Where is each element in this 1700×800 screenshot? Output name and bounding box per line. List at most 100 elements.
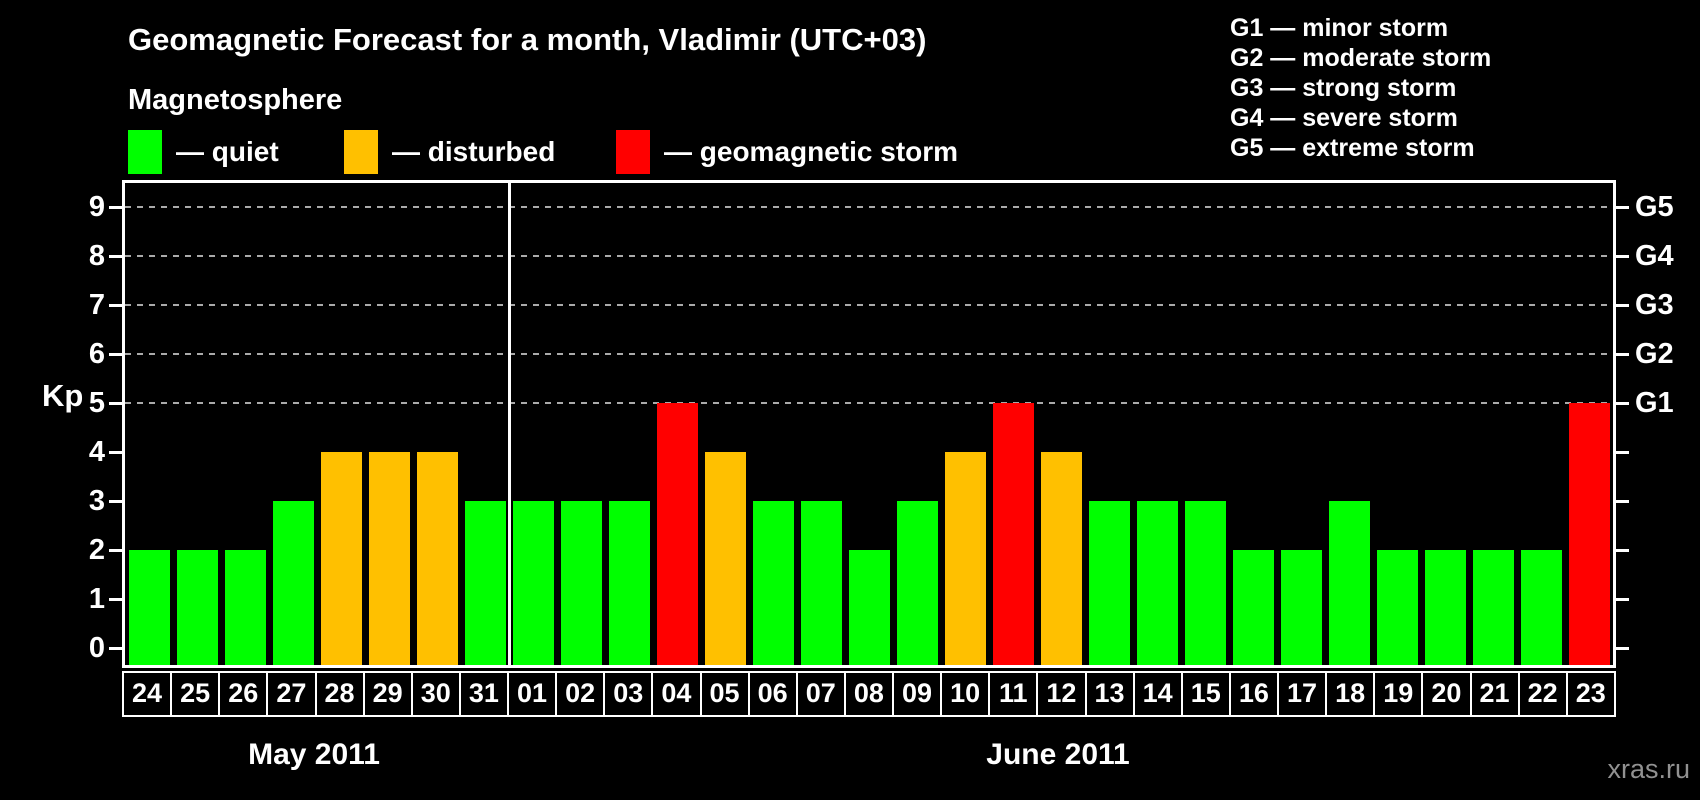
kp-bar <box>1088 501 1130 665</box>
kp-tick-left <box>109 597 122 601</box>
kp-bar <box>800 501 842 665</box>
g-scale-label-g2: G2 <box>1635 338 1674 370</box>
legend-item-disturbed: — disturbed <box>344 130 555 174</box>
g-scale-label-g3: G3 <box>1635 289 1674 321</box>
date-cell: 29 <box>362 671 413 717</box>
kp-bar <box>1424 550 1466 665</box>
kp-bar <box>896 501 938 665</box>
kp-tick-label: 4 <box>88 436 105 468</box>
date-cell: 20 <box>1421 671 1472 717</box>
kp-bar <box>128 550 170 665</box>
date-cell: 17 <box>1277 671 1328 717</box>
date-cell: 31 <box>458 671 509 717</box>
date-cell: 16 <box>1228 671 1279 717</box>
kp-bar <box>176 550 218 665</box>
kp-gridline-g3 <box>125 304 1613 306</box>
kp-tick-label: 9 <box>88 191 105 223</box>
date-cell: 06 <box>747 671 798 717</box>
date-cell: 28 <box>314 671 365 717</box>
date-cell: 12 <box>1036 671 1087 717</box>
kp-bar <box>1040 452 1082 665</box>
date-cell: 24 <box>122 671 173 717</box>
storm-scale-legend: G1 — minor storm G2 — moderate storm G3 — … <box>1230 13 1491 163</box>
date-cell: 14 <box>1132 671 1183 717</box>
kp-tick-label: 2 <box>88 534 105 566</box>
date-cell: 23 <box>1565 671 1616 717</box>
g-scale-label-g4: G4 <box>1635 240 1674 272</box>
kp-tick-left <box>109 205 122 209</box>
legend-heading: Magnetosphere <box>128 84 343 116</box>
kp-gridline-g5 <box>125 206 1613 208</box>
kp-bar <box>512 501 554 665</box>
kp-bar <box>1520 550 1562 665</box>
kp-bar <box>1568 403 1610 665</box>
date-cell: 03 <box>603 671 654 717</box>
kp-bar <box>416 452 458 665</box>
kp-tick-right <box>1616 401 1629 405</box>
date-cell: 30 <box>410 671 461 717</box>
kp-bar <box>752 501 794 665</box>
kp-bar <box>608 501 650 665</box>
date-cell: 22 <box>1517 671 1568 717</box>
kp-tick-right <box>1616 303 1629 307</box>
kp-gridline-g2 <box>125 353 1613 355</box>
legend-item-label: — quiet <box>176 136 279 167</box>
storm-swatch <box>616 130 650 174</box>
kp-bar <box>848 550 890 665</box>
kp-tick-right <box>1616 205 1629 209</box>
kp-gridline-g4 <box>125 255 1613 257</box>
kp-tick-right <box>1616 254 1629 258</box>
kp-bar <box>1328 501 1370 665</box>
date-cell: 01 <box>507 671 558 717</box>
kp-bar <box>992 403 1034 665</box>
kp-tick-label: 5 <box>88 387 105 419</box>
date-cell: 07 <box>795 671 846 717</box>
kp-bar <box>1232 550 1274 665</box>
chart-title: Geomagnetic Forecast for a month, Vladim… <box>128 22 927 57</box>
kp-tick-label: 6 <box>88 338 105 370</box>
date-cell: 08 <box>843 671 894 717</box>
kp-bar <box>1472 550 1514 665</box>
kp-bar <box>224 550 266 665</box>
kp-bar <box>272 501 314 665</box>
date-cell: 10 <box>940 671 991 717</box>
legend-item-storm: — geomagnetic storm <box>616 130 958 174</box>
date-cell: 04 <box>651 671 702 717</box>
kp-tick-label: 7 <box>88 289 105 321</box>
month-label: May 2011 <box>248 738 380 771</box>
storm-scale-item: G4 — severe storm <box>1230 104 1458 132</box>
kp-bar <box>1136 501 1178 665</box>
kp-tick-left <box>109 401 122 405</box>
kp-tick-label: 0 <box>88 632 105 664</box>
storm-scale-item: G5 — extreme storm <box>1230 134 1475 162</box>
kp-bar <box>1280 550 1322 665</box>
date-cell: 02 <box>555 671 606 717</box>
kp-bar <box>368 452 410 665</box>
kp-tick-right <box>1616 597 1629 601</box>
kp-tick-left <box>109 499 122 503</box>
quiet-swatch <box>128 130 162 174</box>
kp-tick-left <box>109 352 122 356</box>
kp-tick-right <box>1616 352 1629 356</box>
kp-tick-label: 8 <box>88 240 105 272</box>
storm-scale-item: G1 — minor storm <box>1230 14 1449 42</box>
kp-tick-left <box>109 646 122 650</box>
date-axis: 24 25 26 27 28 29 30 31 01 02 03 04 05 06 07 08 09 10 11 12… <box>122 671 1616 717</box>
disturbed-swatch <box>344 130 378 174</box>
kp-tick-left <box>109 303 122 307</box>
kp-tick-right <box>1616 499 1629 503</box>
kp-tick-left <box>109 254 122 258</box>
date-cell: 27 <box>266 671 317 717</box>
legend-item-label: — disturbed <box>392 136 556 167</box>
kp-tick-left <box>109 548 122 552</box>
date-cell: 19 <box>1373 671 1424 717</box>
kp-bar <box>1184 501 1226 665</box>
kp-bar <box>656 403 698 665</box>
month-separator-line <box>507 183 511 665</box>
kp-bar <box>704 452 746 665</box>
month-label: June 2011 <box>986 738 1130 771</box>
kp-tick-right <box>1616 646 1629 650</box>
date-cell: 18 <box>1325 671 1376 717</box>
g-scale-label-g1: G1 <box>1635 387 1674 419</box>
